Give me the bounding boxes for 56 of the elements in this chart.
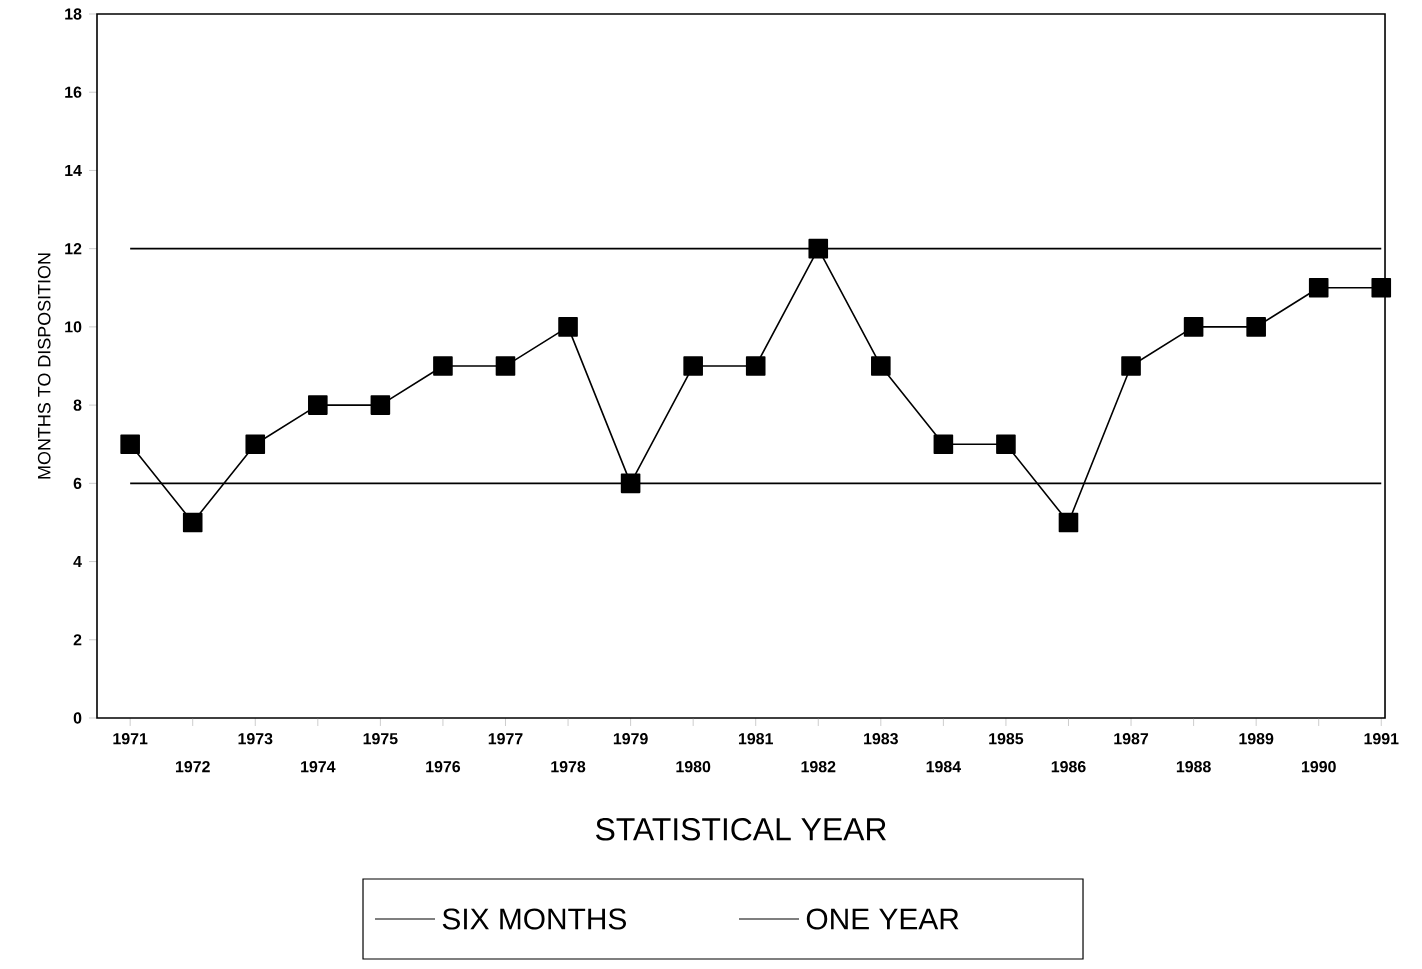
point — [182, 512, 203, 533]
point — [808, 238, 829, 259]
x-tick-label: 1985 — [989, 733, 1024, 745]
y-tick-label: 2 — [73, 634, 82, 646]
point — [996, 434, 1016, 455]
point — [308, 395, 328, 415]
x-tick-label: 1990 — [1301, 761, 1336, 773]
y-tick-label: 6 — [73, 477, 82, 489]
point — [558, 317, 578, 337]
x-tick-label: 1975 — [363, 733, 398, 745]
y-tick-label: 0 — [73, 712, 82, 724]
x-tick-label: 1971 — [113, 733, 148, 745]
point — [1121, 356, 1141, 376]
y-tick-label: 12 — [65, 243, 82, 255]
point — [433, 356, 453, 376]
y-tick-label: 8 — [73, 399, 82, 411]
x-tick-label: 1974 — [301, 761, 336, 773]
point — [370, 395, 391, 415]
point — [120, 434, 140, 455]
point — [1058, 512, 1079, 533]
point — [683, 356, 703, 376]
x-tick-label: 1986 — [1051, 761, 1086, 773]
point — [1371, 277, 1392, 298]
x-tick-label: 1983 — [864, 733, 898, 745]
point — [620, 473, 641, 494]
y-tick-label: 4 — [73, 556, 82, 568]
y-tick-label: 16 — [65, 86, 82, 98]
x-tick-label: 1972 — [175, 761, 210, 773]
legend-label: ONE YEAR — [806, 908, 959, 930]
x-tick-label: 1988 — [1176, 761, 1211, 773]
x-axis-title: STATISTICAL YEAR — [596, 818, 886, 841]
y-axis-title: MONTHS TO DISPOSITION — [37, 253, 51, 479]
x-tick-label: 1991 — [1364, 733, 1399, 745]
x-tick-label: 1979 — [613, 733, 648, 745]
point — [245, 434, 266, 455]
x-tick-label: 1982 — [801, 761, 836, 773]
x-tick-label: 1976 — [426, 761, 461, 773]
x-tick-label: 1977 — [488, 733, 523, 745]
y-tick-label: 10 — [65, 321, 82, 333]
point — [1246, 317, 1266, 337]
point — [871, 356, 891, 376]
x-tick-label: 1973 — [238, 733, 273, 745]
point — [745, 356, 766, 376]
legend-label: SIX MONTHS — [442, 908, 626, 930]
point — [1183, 317, 1204, 337]
x-tick-label: 1984 — [926, 761, 962, 773]
x-tick-label: 1989 — [1239, 733, 1274, 745]
point — [1308, 277, 1329, 298]
y-tick-label: 14 — [65, 164, 82, 176]
x-tick-label: 1978 — [551, 761, 586, 773]
x-tick-label: 1987 — [1114, 733, 1149, 745]
point — [933, 434, 954, 455]
y-tick-label: 18 — [65, 8, 82, 20]
point — [495, 356, 516, 376]
x-tick-label: 1981 — [738, 733, 773, 745]
x-tick-label: 1980 — [676, 761, 711, 773]
